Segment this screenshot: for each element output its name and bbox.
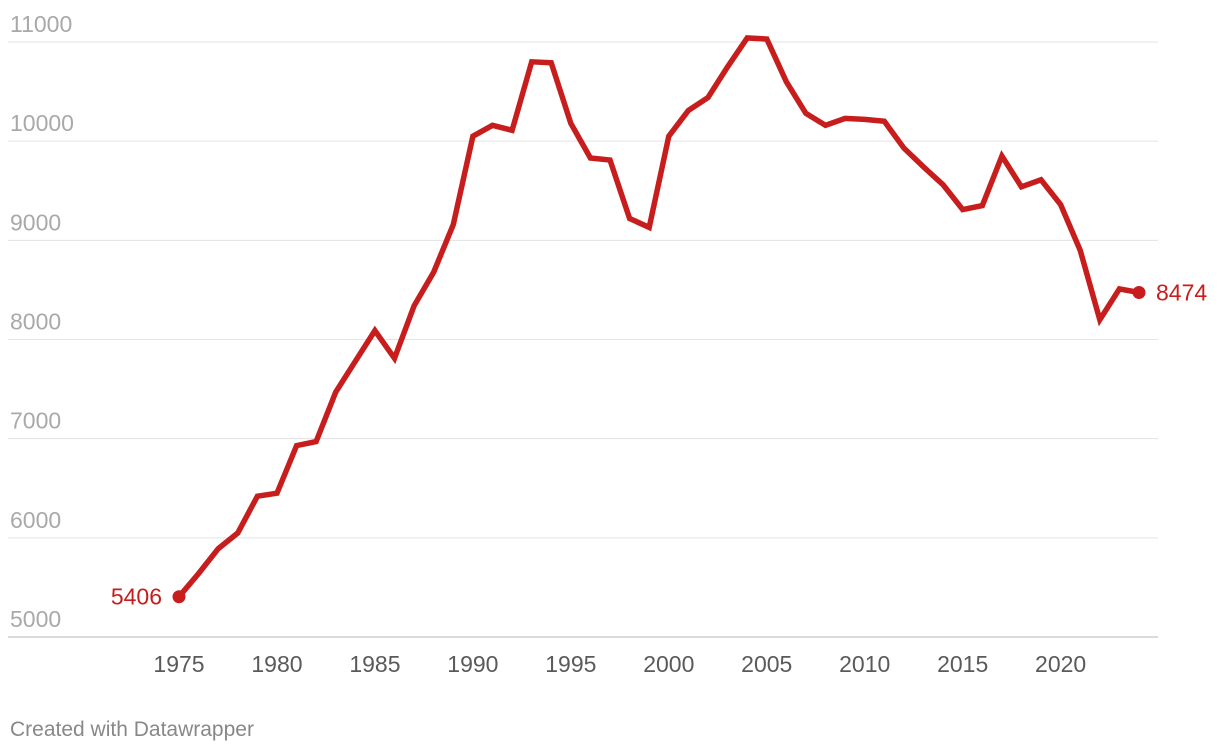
end-value-label: 8474 bbox=[1156, 279, 1207, 305]
y-tick-label: 8000 bbox=[10, 309, 61, 335]
end-point-marker bbox=[1132, 285, 1146, 299]
x-tick-label: 1980 bbox=[251, 651, 302, 677]
x-tick-label: 1985 bbox=[349, 651, 400, 677]
y-tick-label: 5000 bbox=[10, 606, 61, 632]
x-tick-label: 2005 bbox=[741, 651, 792, 677]
x-tick-label: 2010 bbox=[839, 651, 890, 677]
y-tick-label: 10000 bbox=[10, 110, 74, 136]
gridlines bbox=[8, 41, 1158, 638]
y-axis-labels: 5000 6000 7000 8000 9000 10000 11000 bbox=[10, 11, 74, 632]
start-value-label: 5406 bbox=[111, 584, 162, 610]
footer-credit: Created with Datawrapper bbox=[10, 718, 254, 741]
x-tick-label: 2000 bbox=[643, 651, 694, 677]
x-axis-labels: 1975 1980 1985 1990 1995 2000 2005 2010 2015 2020 bbox=[153, 651, 1086, 677]
x-tick-label: 1975 bbox=[153, 651, 204, 677]
start-point-marker bbox=[172, 590, 186, 604]
x-tick-label: 2020 bbox=[1035, 651, 1086, 677]
series-group bbox=[176, 35, 1140, 599]
y-tick-label: 9000 bbox=[10, 209, 61, 235]
series-line bbox=[176, 35, 1140, 599]
x-tick-label: 1995 bbox=[545, 651, 596, 677]
y-tick-label: 6000 bbox=[10, 507, 61, 533]
x-tick-label: 1990 bbox=[447, 651, 498, 677]
x-tick-label: 2015 bbox=[937, 651, 988, 677]
y-tick-label: 11000 bbox=[10, 11, 72, 37]
markers-group: 5406 8474 bbox=[111, 279, 1208, 609]
y-tick-label: 7000 bbox=[10, 408, 61, 434]
